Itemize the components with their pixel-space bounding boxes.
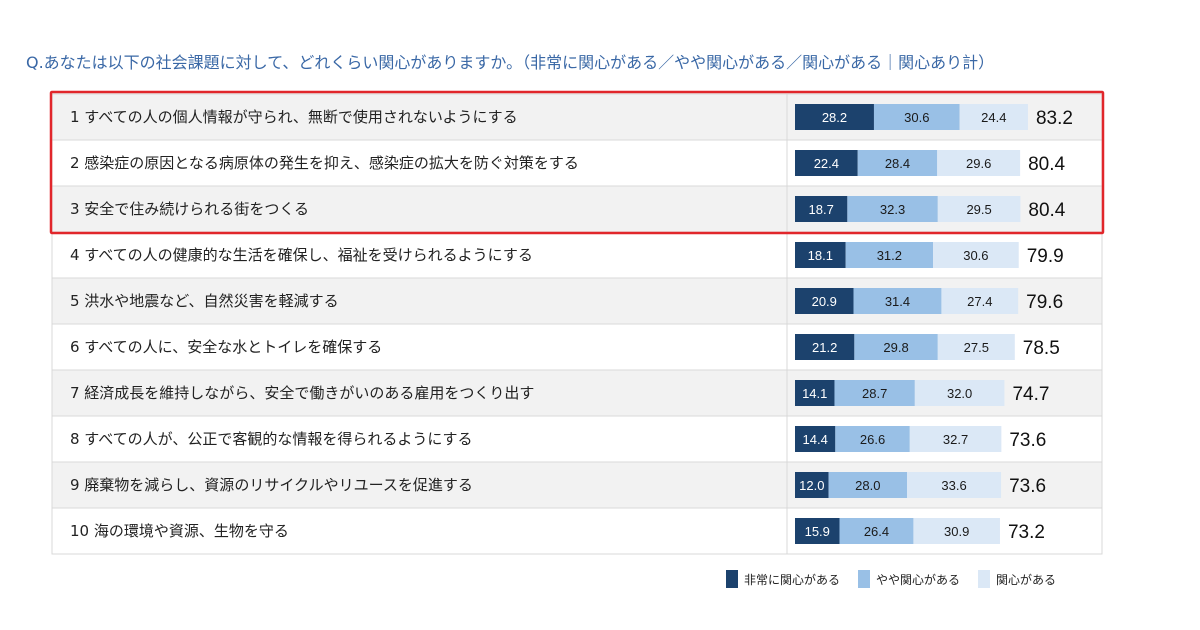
data-label: 31.4 [885,294,910,309]
total-label: 73.6 [1009,476,1046,497]
data-label: 30.6 [963,248,988,263]
bar-segment [873,104,960,130]
bar-segment [795,426,836,452]
total-label: 80.4 [1028,200,1065,221]
category-label: 7 経済成長を維持しながら、安全で働きがいのある雇用をつくり出す [70,384,534,402]
data-label: 14.4 [803,432,828,447]
total-label: 80.4 [1028,154,1065,175]
data-label: 29.8 [883,340,908,355]
bar-segment [828,472,907,498]
bar-segment [795,380,835,406]
legend: 非常に関心がある やや関心がある 関心がある [726,570,1074,588]
total-label: 79.6 [1026,292,1063,313]
bar-segment [795,196,848,222]
data-label: 14.1 [802,386,827,401]
data-label: 27.4 [967,294,992,309]
bar-segment [941,288,1019,314]
data-label: 30.9 [944,524,969,539]
bar-segment [937,150,1021,176]
table-border [51,93,1103,555]
bar-segment [835,426,910,452]
category-label: 9 廃棄物を減らし、資源のリサイクルやリユースを促進する [70,476,473,494]
bar-segment [914,380,1005,406]
bar-segment [907,472,1002,498]
bar-segment [795,104,874,130]
data-label: 32.3 [880,202,905,217]
category-label: 4 すべての人の健康的な生活を確保し、福祉を受けられるようにする [70,246,533,264]
bar-segment [937,196,1021,222]
data-label: 29.6 [966,156,991,171]
data-label: 32.7 [943,432,968,447]
category-label: 8 すべての人が、公正で客観的な情報を得られるようにする [70,430,473,448]
data-label: 22.4 [814,156,839,171]
bar-segment [845,242,934,268]
total-label: 78.5 [1023,338,1060,359]
data-label: 28.0 [855,478,880,493]
bar-segment [933,242,1019,268]
data-label: 24.4 [981,110,1006,125]
data-label: 21.2 [812,340,837,355]
total-label: 73.2 [1008,522,1045,543]
category-label: 6 すべての人に、安全な水とトイレを確保する [70,338,382,356]
total-label: 73.6 [1009,430,1046,451]
data-label: 27.5 [964,340,989,355]
bar-segment [847,196,938,222]
bar-segment [795,472,829,498]
bar-segment [854,334,938,360]
legend-label-very: 非常に関心がある [744,572,841,587]
bar-segment [853,288,942,314]
data-label: 15.9 [805,524,830,539]
data-label: 26.4 [864,524,889,539]
data-label: 18.7 [809,202,834,217]
legend-item-very: 非常に関心がある [726,570,840,588]
data-label: 28.7 [862,386,887,401]
category-label: 2 感染症の原因となる病原体の発生を抑え、感染症の拡大を防ぐ対策をする [70,154,579,172]
data-label: 29.5 [966,202,991,217]
total-label: 83.2 [1036,108,1073,129]
data-label: 28.2 [822,110,847,125]
data-label: 26.6 [860,432,885,447]
category-label: 3 安全で住み続けられる街をつくる [70,200,309,218]
data-label: 30.6 [904,110,929,125]
category-label: 10 海の環境や資源、生物を守る [70,522,289,540]
total-label: 74.7 [1012,384,1049,405]
category-label: 1 すべての人の個人情報が守られ、無断で使用されないようにする [70,108,518,126]
legend-item-somewhat: やや関心がある [858,570,960,588]
data-label: 33.6 [941,478,966,493]
legend-label-interested: 関心がある [996,572,1057,587]
chart-title: Q.あなたは以下の社会課題に対して、どれくらい関心がありますか。（非常に関心があ… [26,53,995,72]
bar-segment [795,242,846,268]
total-label: 79.9 [1027,246,1064,267]
data-label: 20.9 [812,294,837,309]
bar-segment [795,150,858,176]
bar-segment [959,104,1028,130]
bar-segment [857,150,938,176]
legend-swatch-interested [978,570,991,588]
legend-label-somewhat: やや関心がある [876,572,961,587]
bar-segment [834,380,915,406]
data-label: 32.0 [947,386,972,401]
bar-segment [795,288,854,314]
bar-segment [795,518,840,544]
bar-segment [795,334,855,360]
legend-swatch-somewhat [858,570,871,588]
bar-segment [937,334,1015,360]
highlight-box [49,90,1105,235]
bar-segment [913,518,1000,544]
legend-item-interested: 関心がある [978,570,1056,588]
data-label: 28.4 [885,156,910,171]
category-label: 5 洪水や地震など、自然災害を軽減する [70,292,339,310]
data-label: 12.0 [799,478,824,493]
bar-segment [839,518,914,544]
data-label: 18.1 [808,248,833,263]
bar-segment [909,426,1002,452]
legend-swatch-very [726,570,738,588]
data-label: 31.2 [877,248,902,263]
